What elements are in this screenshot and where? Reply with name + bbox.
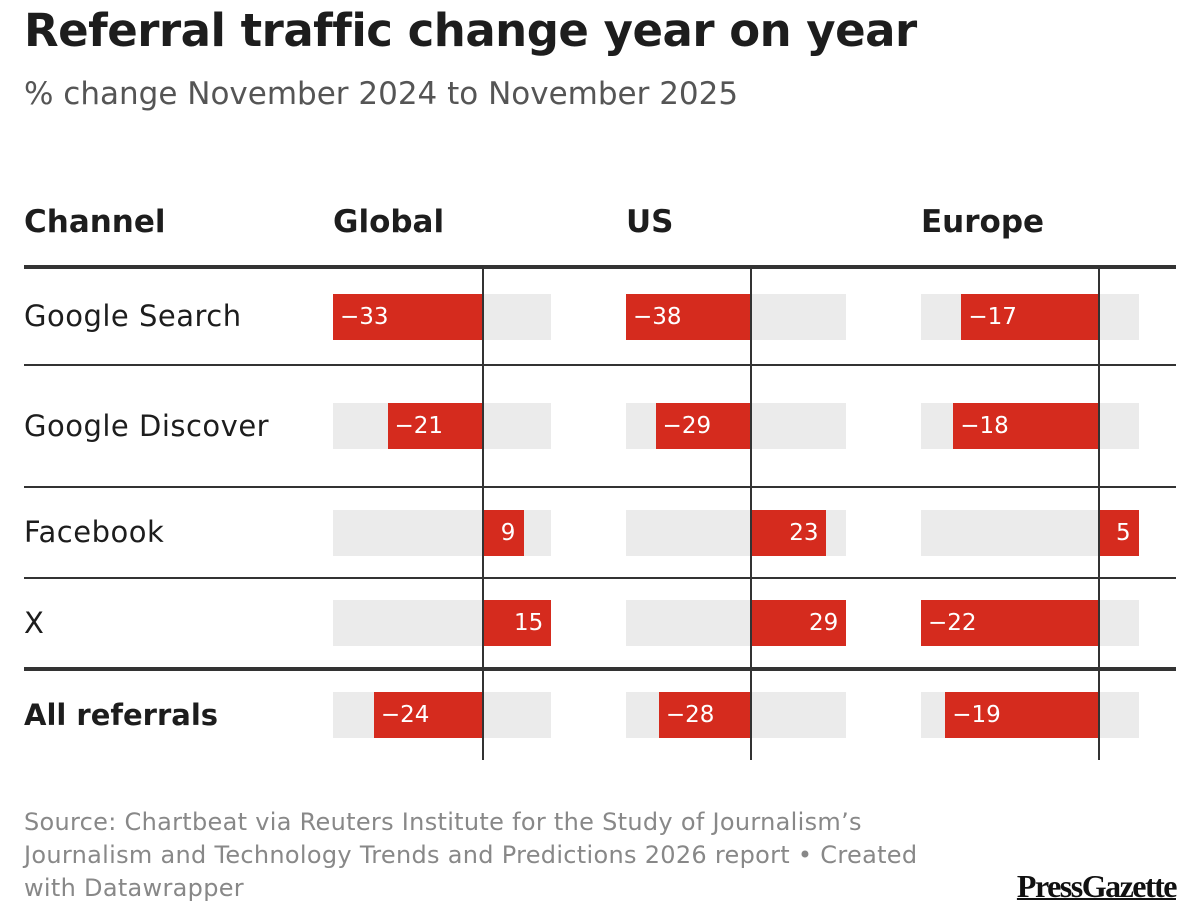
row-label: Google Discover xyxy=(24,408,270,443)
chart-title: Referral traffic change year on year xyxy=(24,4,917,57)
bar xyxy=(373,692,483,738)
value-label: 15 xyxy=(514,610,544,636)
bar xyxy=(750,509,827,556)
logo: PressGazette xyxy=(1016,868,1178,904)
row-label: All referrals xyxy=(24,697,219,732)
value-label: −28 xyxy=(665,702,715,728)
header-rule xyxy=(24,265,1176,269)
row-rule xyxy=(24,577,1176,579)
row-label: Facebook xyxy=(24,515,165,549)
bar xyxy=(655,403,751,449)
bar xyxy=(658,692,751,738)
bar xyxy=(482,509,524,556)
value-label: −18 xyxy=(960,413,1009,439)
value-label: 5 xyxy=(1116,519,1131,546)
value-label: 9 xyxy=(500,519,516,546)
bar xyxy=(333,293,483,340)
zero-line xyxy=(1097,268,1100,760)
bar xyxy=(921,600,1099,646)
bar xyxy=(961,293,1099,340)
value-label: −29 xyxy=(662,413,712,439)
value-label: −17 xyxy=(968,303,1017,330)
zero-line xyxy=(749,268,752,760)
total-rule xyxy=(24,667,1176,671)
row-label: Google Search xyxy=(24,299,242,333)
column-header: Europe xyxy=(921,204,1045,240)
bar xyxy=(945,692,1099,738)
value-label: −22 xyxy=(928,610,977,636)
bar xyxy=(750,600,846,646)
source-note: Source: Chartbeat via Reuters Institute … xyxy=(24,808,918,902)
value-label: 23 xyxy=(789,519,819,546)
row-rule xyxy=(24,364,1176,366)
value-label: −24 xyxy=(380,702,430,728)
value-label: 29 xyxy=(809,610,839,636)
zero-line xyxy=(481,268,484,760)
bar xyxy=(1098,509,1139,556)
value-label: −38 xyxy=(633,303,682,330)
column-header: Global xyxy=(333,204,445,240)
value-label: −19 xyxy=(952,702,1001,728)
chart-subtitle: % change November 2024 to November 2025 xyxy=(24,76,739,112)
row-rule xyxy=(24,486,1176,488)
column-header: Channel xyxy=(24,204,166,240)
bar xyxy=(626,293,751,340)
value-label: −21 xyxy=(394,413,444,439)
bar xyxy=(387,403,483,449)
bar xyxy=(482,600,551,646)
value-label: −33 xyxy=(340,303,389,330)
bar xyxy=(953,403,1099,449)
row-label: X xyxy=(24,605,45,640)
column-header: US xyxy=(626,204,674,240)
